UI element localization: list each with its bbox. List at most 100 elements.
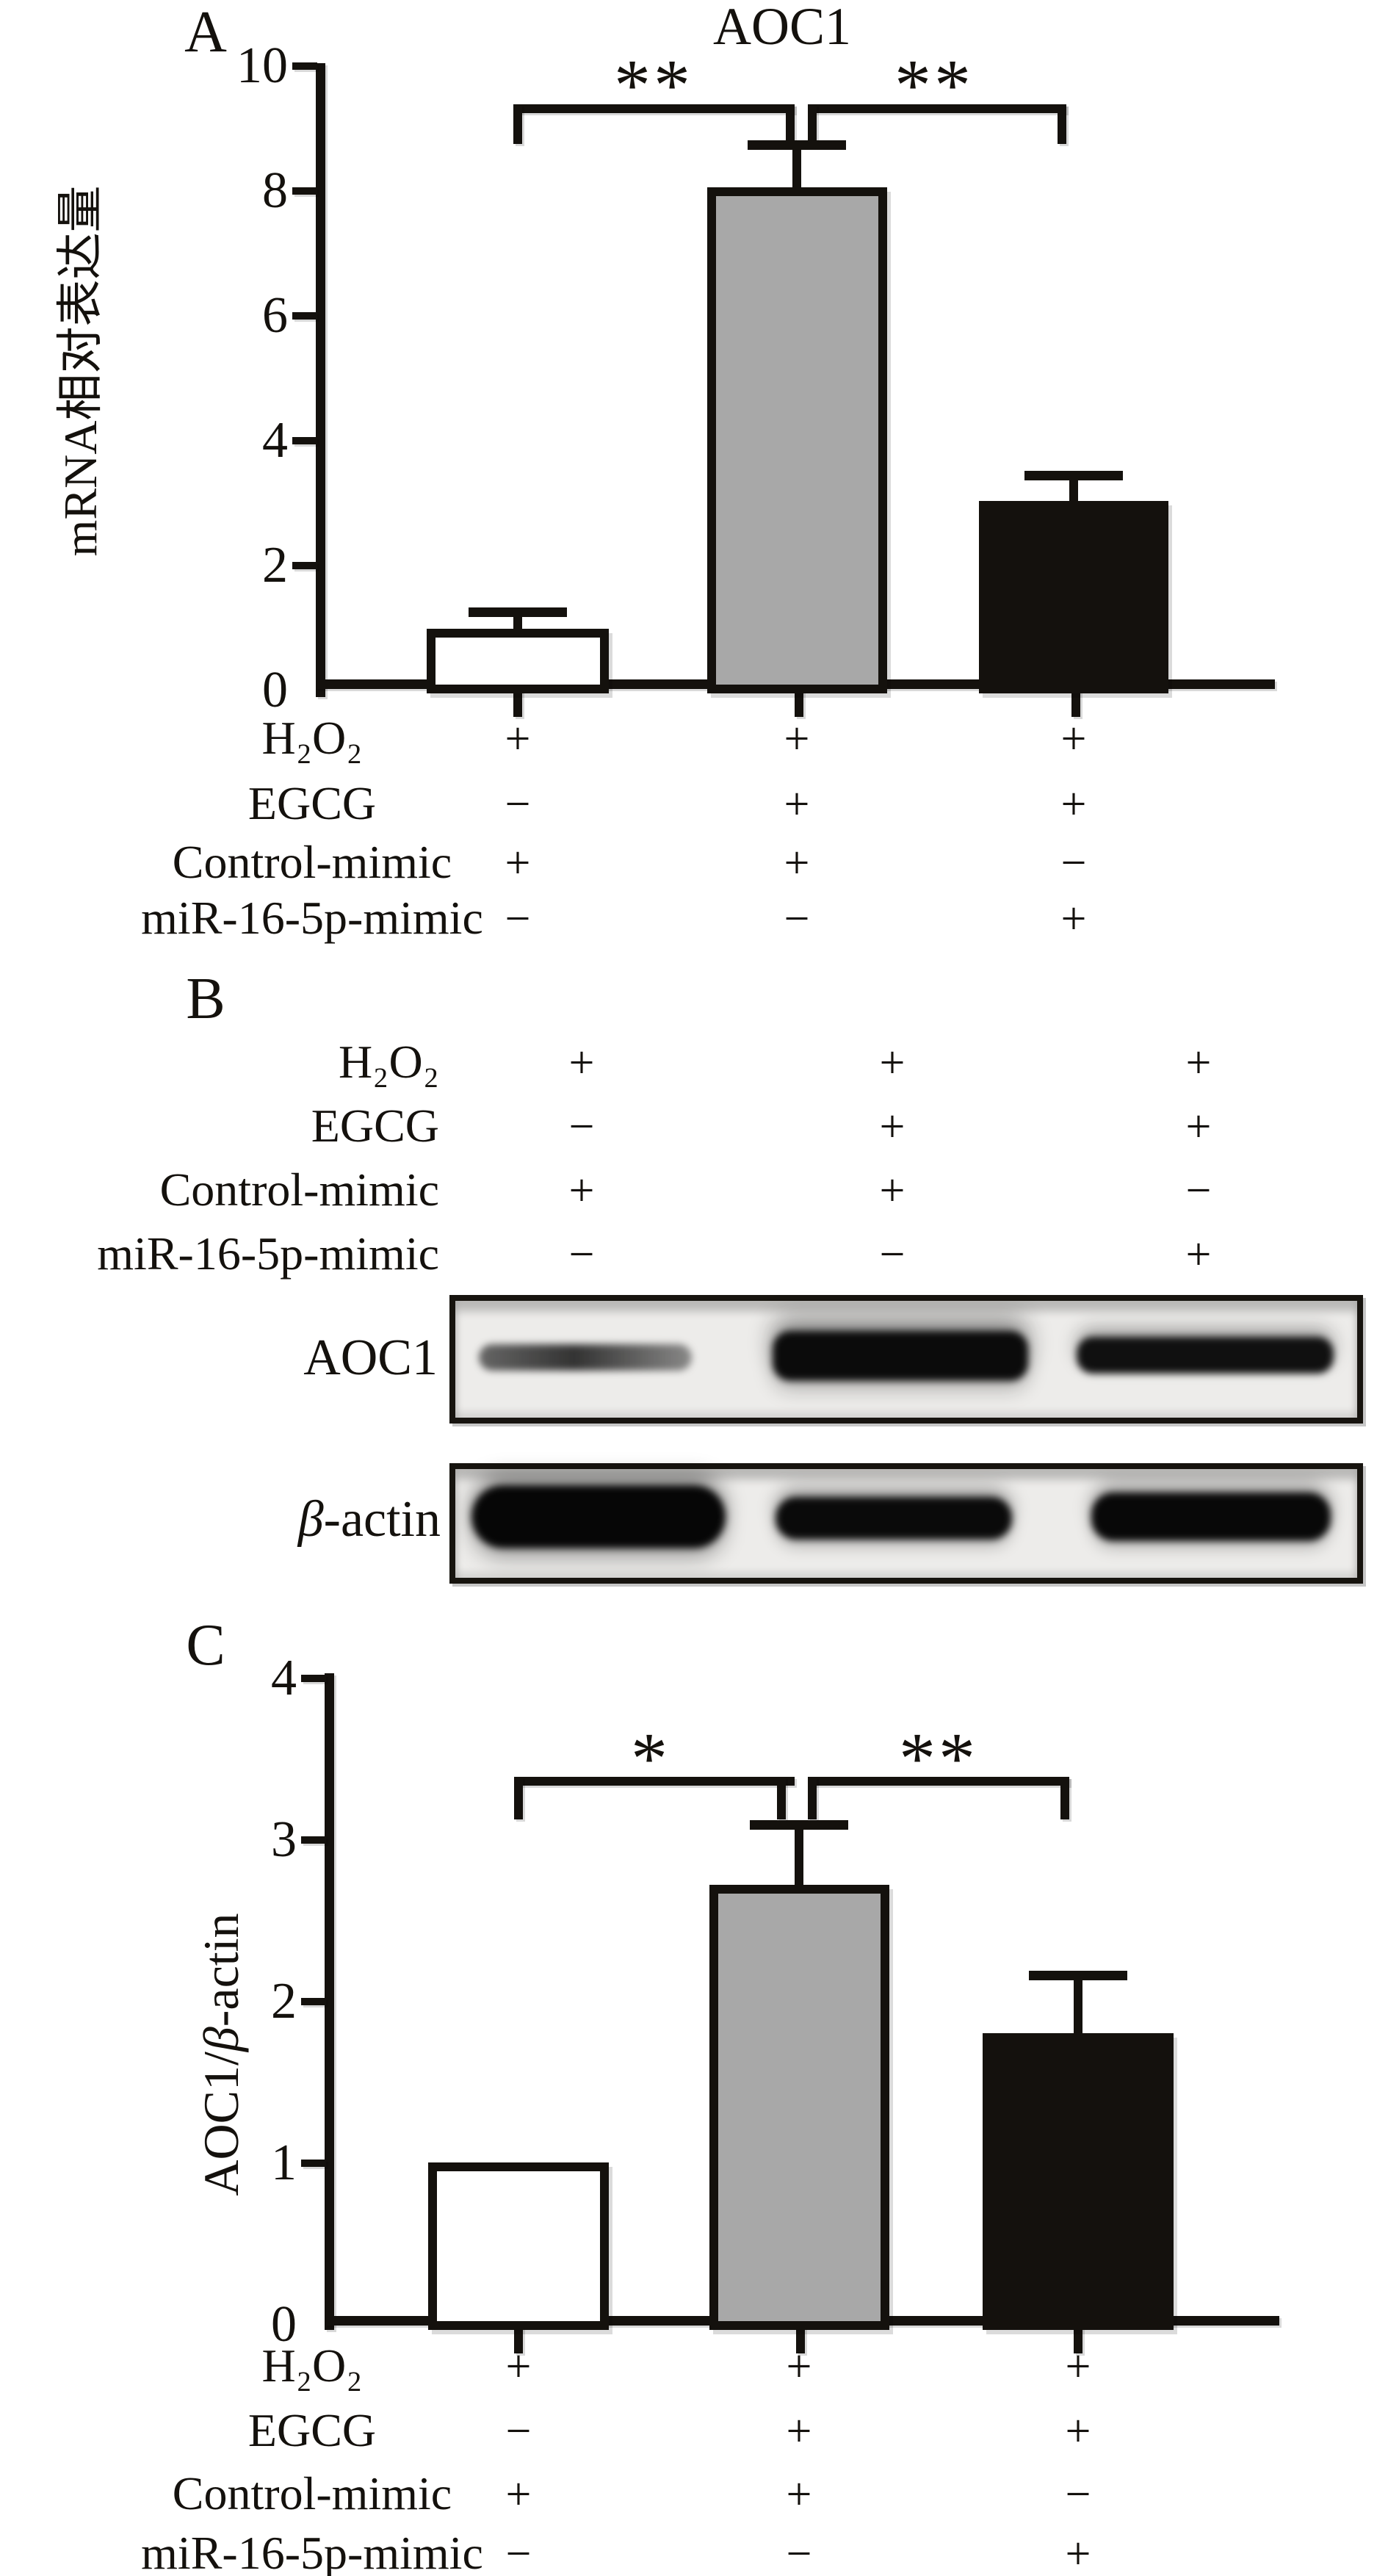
panel-a-y-axis-line bbox=[316, 63, 325, 697]
panel-a-error-stem-2 bbox=[792, 145, 801, 192]
blot-label-aoc1: AOC1 bbox=[303, 1330, 438, 1386]
panel-c-bar-3 bbox=[983, 2033, 1174, 2330]
panel-a-condition-row-label: Control-mimic bbox=[172, 836, 452, 888]
panel-a-condition-row-label: EGCG bbox=[247, 777, 377, 829]
panel-c-letter: C bbox=[186, 1613, 225, 1678]
panel-c-condition-row-label: Control-mimic bbox=[172, 2467, 452, 2519]
condition-cell: + bbox=[879, 1166, 906, 1216]
panel-a-sig-bracket-2 bbox=[808, 104, 1066, 113]
condition-cell: + bbox=[505, 2469, 532, 2519]
panel-a-ytick-mark-2 bbox=[292, 562, 317, 569]
condition-cell: − bbox=[505, 894, 531, 944]
panel-c-ytick-label: 1 bbox=[271, 2135, 297, 2191]
condition-cell: − bbox=[784, 894, 810, 944]
panel-c-ytick-mark-4 bbox=[301, 1675, 326, 1682]
panel-a-bar-2 bbox=[706, 187, 887, 693]
panel-a-error-cap-2 bbox=[748, 140, 846, 150]
blot-band-aoc1-lane1 bbox=[479, 1344, 692, 1371]
condition-cell: − bbox=[1185, 1166, 1212, 1216]
panel-a-error-cap-1 bbox=[469, 607, 567, 617]
condition-cell: + bbox=[505, 838, 531, 888]
panel-a-ytick-mark-6 bbox=[292, 312, 317, 320]
condition-cell: + bbox=[784, 714, 810, 764]
beta-symbol: β bbox=[193, 2027, 249, 2052]
condition-cell: + bbox=[1065, 2406, 1091, 2456]
condition-cell: − bbox=[505, 779, 531, 829]
panel-a-xtick-mark-1 bbox=[513, 689, 522, 717]
panel-c-ytick-label: 4 bbox=[271, 1650, 297, 1706]
condition-cell: + bbox=[1185, 1102, 1212, 1152]
condition-cell: + bbox=[1065, 2529, 1091, 2576]
condition-cell: + bbox=[784, 779, 810, 829]
panel-a-ytick-label: 6 bbox=[262, 287, 288, 344]
panel-a-y-axis-label: mRNA相对表达量 bbox=[54, 185, 106, 557]
panel-a-sig-bracket-1-left-drop bbox=[513, 104, 522, 144]
panel-b-letter: B bbox=[186, 967, 225, 1031]
actin-suffix: -actin bbox=[323, 1491, 441, 1548]
panel-c-ytick-mark-2 bbox=[301, 1998, 326, 2005]
condition-cell: + bbox=[505, 2342, 532, 2392]
panel-c-error-cap-2 bbox=[750, 1820, 848, 1830]
panel-c-bar-2 bbox=[709, 1885, 889, 2330]
blot-label-beta-actin: β-actin bbox=[147, 1493, 441, 1547]
panel-c-y-axis-line bbox=[325, 1673, 334, 2330]
condition-cell: − bbox=[505, 2406, 532, 2456]
panel-c-sig-label-1: * bbox=[631, 1717, 670, 1799]
condition-cell: + bbox=[505, 714, 531, 764]
panel-c-ytick-mark-1 bbox=[301, 2160, 326, 2167]
condition-cell: − bbox=[879, 1230, 906, 1280]
panel-c-ytick-label: 2 bbox=[271, 1973, 297, 2030]
condition-cell: + bbox=[786, 2406, 812, 2456]
condition-cell: − bbox=[1065, 2469, 1091, 2519]
condition-cell: + bbox=[1065, 2342, 1091, 2392]
condition-cell: − bbox=[568, 1102, 595, 1152]
panel-b-condition-row-label: miR-16-5p-mimic bbox=[97, 1227, 439, 1280]
panel-c-bar-1 bbox=[428, 2162, 609, 2330]
panel-b-condition-row-label: H₂O₂ bbox=[338, 1036, 439, 1088]
panel-a-error-stem-3 bbox=[1069, 475, 1078, 505]
condition-cell: + bbox=[1185, 1038, 1212, 1088]
panel-a-sig-label-2: ** bbox=[894, 44, 974, 126]
condition-cell: + bbox=[568, 1038, 595, 1088]
condition-cell: + bbox=[1185, 1230, 1212, 1280]
panel-a-ytick-mark-4 bbox=[292, 437, 317, 444]
panel-a-sig-bracket-1-right-drop bbox=[786, 104, 795, 144]
panel-a-ytick-label: 10 bbox=[236, 37, 288, 94]
panel-c-sig-bracket-1-right-drop bbox=[777, 1777, 786, 1819]
panel-c-ytick-label: 3 bbox=[271, 1811, 297, 1868]
panel-a-sig-bracket-1 bbox=[513, 104, 795, 113]
panel-b-condition-row-label: Control-mimic bbox=[159, 1163, 439, 1216]
panel-a-ytick-label: 8 bbox=[262, 162, 288, 219]
blot-band-beta-actin-lane2 bbox=[776, 1497, 1012, 1540]
panel-c-xtick-mark-3 bbox=[1074, 2326, 1082, 2353]
panel-a-ytick-label: 4 bbox=[262, 412, 288, 469]
blot-band-beta-actin-lane1 bbox=[471, 1485, 726, 1548]
panel-c-sig-bracket-2-right-drop bbox=[1060, 1777, 1069, 1819]
panel-c-sig-bracket-2 bbox=[808, 1777, 1069, 1786]
panel-a-sig-bracket-2-left-drop bbox=[808, 104, 817, 144]
panel-a-title: AOC1 bbox=[712, 0, 851, 56]
panel-a-ytick-label: 2 bbox=[262, 537, 288, 594]
panel-a-condition-row-label: miR-16-5p-mimic bbox=[141, 892, 483, 944]
panel-c-error-cap-3 bbox=[1029, 1971, 1127, 1980]
panel-c-condition-row-label: EGCG bbox=[247, 2404, 377, 2456]
panel-c-sig-bracket-2-left-drop bbox=[808, 1777, 817, 1819]
beta-symbol: β bbox=[297, 1491, 324, 1548]
condition-cell: + bbox=[1060, 779, 1087, 829]
panel-c-ytick-mark-3 bbox=[301, 1836, 326, 1844]
panel-a-sig-label-1: ** bbox=[614, 44, 693, 126]
panel-c-sig-label-2: ** bbox=[899, 1717, 978, 1799]
panel-a-condition-row-label: H₂O₂ bbox=[261, 712, 363, 764]
panel-c-condition-row-label: miR-16-5p-mimic bbox=[141, 2527, 483, 2576]
condition-cell: + bbox=[1060, 714, 1087, 764]
condition-cell: − bbox=[786, 2529, 812, 2576]
condition-cell: + bbox=[784, 838, 810, 888]
panel-c-xtick-mark-2 bbox=[796, 2326, 805, 2353]
condition-cell: + bbox=[1060, 894, 1087, 944]
condition-cell: + bbox=[786, 2342, 812, 2392]
panel-c-ytick-label: 0 bbox=[271, 2296, 297, 2353]
blot-band-aoc1-lane3 bbox=[1077, 1337, 1334, 1374]
condition-cell: + bbox=[879, 1102, 906, 1152]
panel-c-xtick-mark-1 bbox=[514, 2326, 523, 2353]
condition-cell: + bbox=[786, 2469, 812, 2519]
